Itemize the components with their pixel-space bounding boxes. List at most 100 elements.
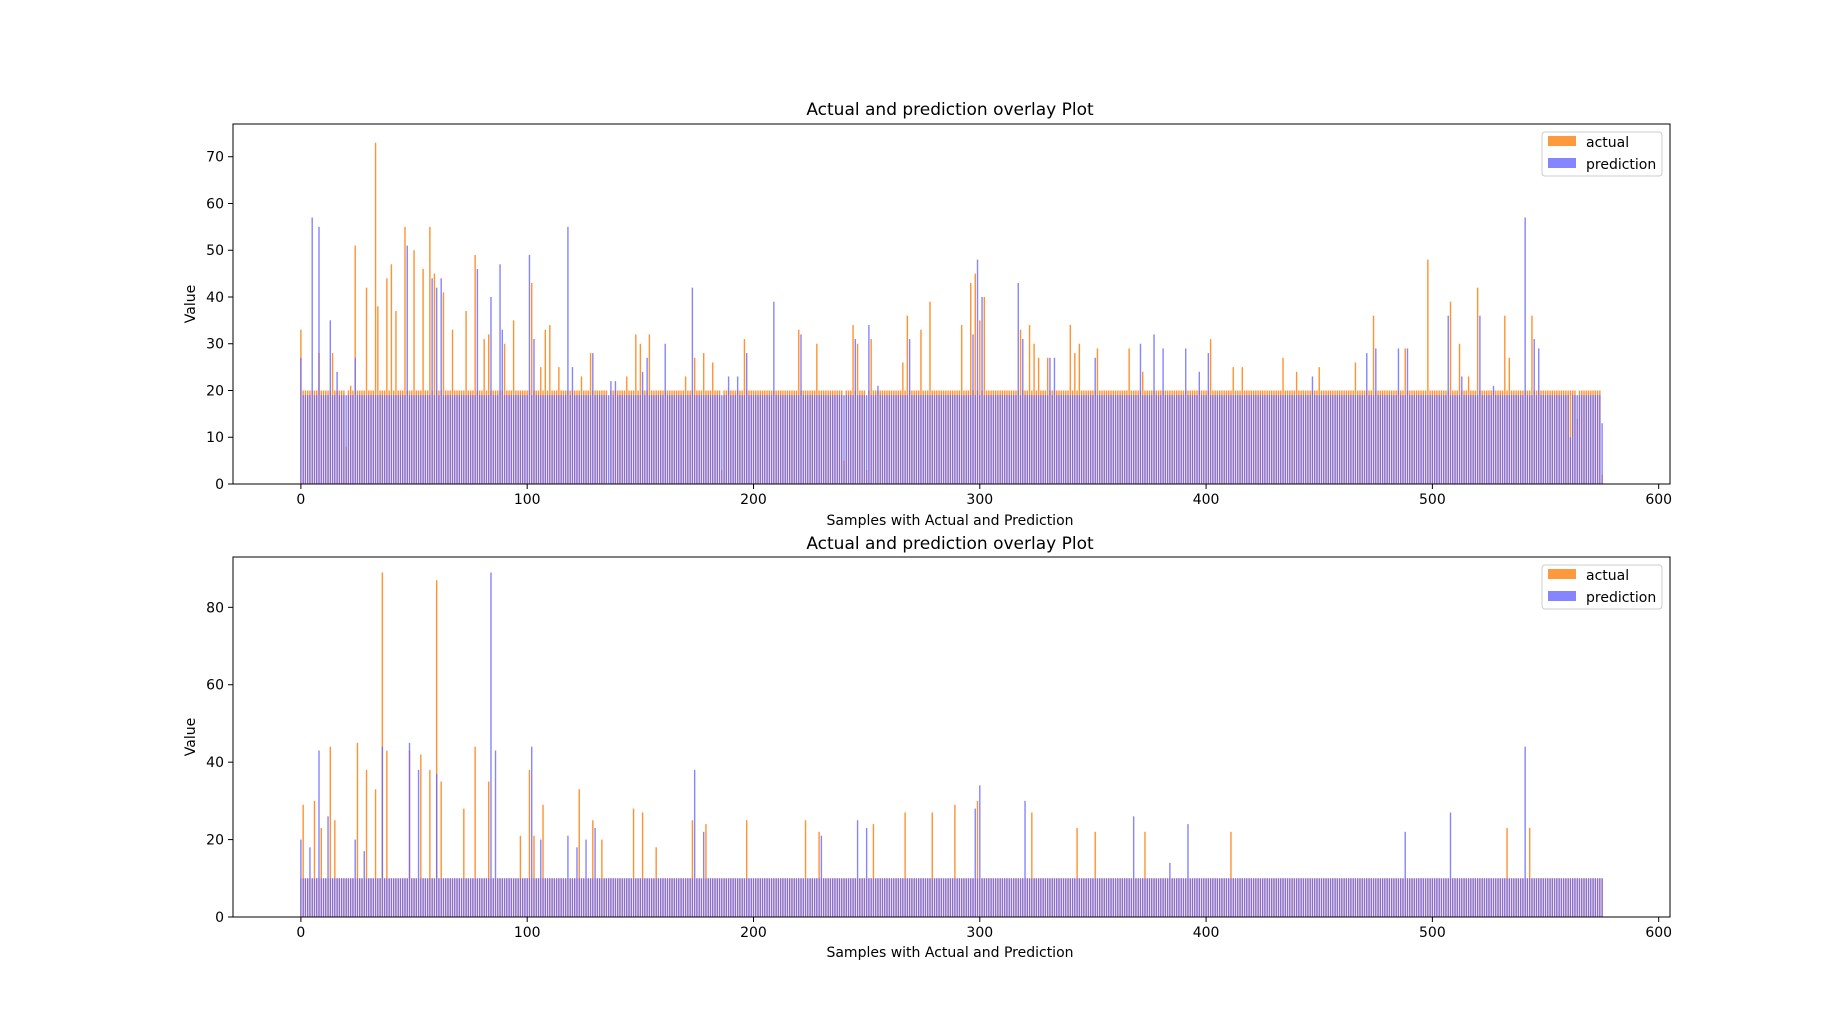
prediction-bar (1474, 878, 1477, 917)
y-tick-label: 60 (206, 196, 224, 212)
prediction-bar (463, 395, 465, 484)
prediction-bar (363, 851, 365, 917)
prediction-bar (1599, 878, 1601, 917)
prediction-bar (1413, 395, 1415, 484)
prediction-bar (691, 878, 694, 917)
prediction-bar (422, 878, 424, 917)
prediction-bar (678, 878, 680, 917)
prediction-bar (773, 301, 775, 484)
prediction-bar (1406, 878, 1409, 917)
prediction-bar (1366, 878, 1368, 917)
prediction-bar (1089, 395, 1092, 484)
prediction-bar (571, 878, 574, 917)
prediction-bar (1544, 395, 1547, 484)
prediction-bar (906, 878, 909, 917)
prediction-bar (1415, 878, 1418, 917)
prediction-bar (1198, 878, 1200, 917)
prediction-bar (397, 395, 399, 484)
prediction-bar (485, 878, 488, 917)
prediction-bar (827, 878, 829, 917)
prediction-bar (1178, 395, 1180, 484)
actual-bar (533, 835, 535, 917)
plot-frame (232, 123, 1671, 485)
prediction-bar (700, 395, 703, 484)
prediction-bar (569, 878, 571, 917)
prediction-bar (580, 395, 583, 484)
prediction-bar (1295, 878, 1298, 917)
prediction-bar (1003, 878, 1006, 917)
prediction-bar (395, 878, 397, 917)
prediction-bar (967, 395, 970, 484)
prediction-bar (768, 395, 771, 484)
prediction-bar (1126, 878, 1128, 917)
prediction-bar (648, 395, 651, 484)
actual-bar (334, 820, 336, 917)
y-axis-label: Value (183, 718, 199, 756)
prediction-bar (1065, 395, 1067, 484)
prediction-bar (619, 395, 621, 484)
prediction-bar (838, 395, 841, 484)
prediction-bar (368, 878, 370, 917)
prediction-bar (1495, 878, 1497, 917)
prediction-bar (311, 878, 313, 917)
prediction-bar (1142, 395, 1144, 484)
prediction-bar (574, 395, 576, 484)
prediction-bar (1008, 395, 1010, 484)
prediction-bar (890, 878, 893, 917)
prediction-bar (1553, 395, 1556, 484)
prediction-bar (585, 395, 587, 484)
prediction-bar (456, 878, 458, 917)
y-axis-ticks: 0 20 40 60 80 (206, 600, 233, 926)
prediction-bar (1169, 395, 1171, 484)
prediction-bar (1117, 878, 1119, 917)
prediction-bar (761, 395, 764, 484)
prediction-bar (886, 395, 888, 484)
prediction-bar (318, 750, 320, 917)
prediction-bar (1581, 395, 1583, 484)
prediction-bar (1286, 395, 1289, 484)
prediction-bar (352, 878, 354, 917)
prediction-bar (379, 395, 381, 484)
prediction-bar (1515, 878, 1517, 917)
prediction-bar (1481, 878, 1483, 917)
prediction-bar (424, 878, 427, 917)
prediction-bar (1427, 395, 1429, 484)
prediction-bar (1259, 395, 1262, 484)
prediction-bar (863, 878, 866, 917)
prediction-bar (1338, 395, 1341, 484)
prediction-bar (779, 395, 782, 484)
prediction-bar (1114, 878, 1117, 917)
prediction-bar (1578, 878, 1581, 917)
prediction-bar (999, 395, 1001, 484)
actual-bar (691, 820, 694, 917)
prediction-bar (392, 878, 395, 917)
prediction-bar (718, 878, 721, 917)
prediction-bar (465, 878, 467, 917)
prediction-bar (445, 878, 447, 917)
prediction-bar (1103, 878, 1105, 917)
prediction-bar (764, 395, 766, 484)
prediction-bar (1273, 878, 1275, 917)
prediction-bar (1001, 878, 1004, 917)
prediction-bar (684, 395, 687, 484)
prediction-bar (1325, 878, 1327, 917)
prediction-bar (1499, 878, 1501, 917)
prediction-bar (913, 878, 915, 917)
prediction-bar (1175, 878, 1178, 917)
prediction-bar (911, 878, 913, 917)
prediction-bar (576, 847, 578, 917)
prediction-bar (1323, 395, 1325, 484)
prediction-bar (1336, 878, 1339, 917)
prediction-bar (779, 878, 782, 917)
prediction-bar (693, 769, 696, 917)
prediction-bar (1223, 395, 1225, 484)
prediction-bar (1583, 878, 1585, 917)
prediction-bar (1155, 878, 1157, 917)
prediction-bar (1578, 395, 1581, 484)
prediction-bar (402, 395, 404, 484)
prediction-bar (1173, 878, 1176, 917)
prediction-bar (1413, 878, 1415, 917)
prediction-bar (1436, 395, 1438, 484)
prediction-bar (859, 878, 861, 917)
prediction-bar (1189, 395, 1191, 484)
